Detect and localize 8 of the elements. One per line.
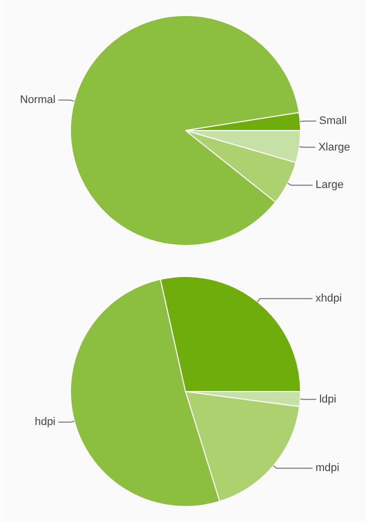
slice-label: hdpi xyxy=(34,416,56,428)
slice-label: ldpi xyxy=(319,393,336,406)
slice-label: Xlarge xyxy=(318,141,350,154)
slice-label: Small xyxy=(319,115,347,128)
slice-label: Large xyxy=(316,179,344,192)
slice-label: mdpi xyxy=(316,462,340,474)
slice-label: Normal xyxy=(20,94,56,106)
slice-label: xhdpi xyxy=(316,292,342,305)
